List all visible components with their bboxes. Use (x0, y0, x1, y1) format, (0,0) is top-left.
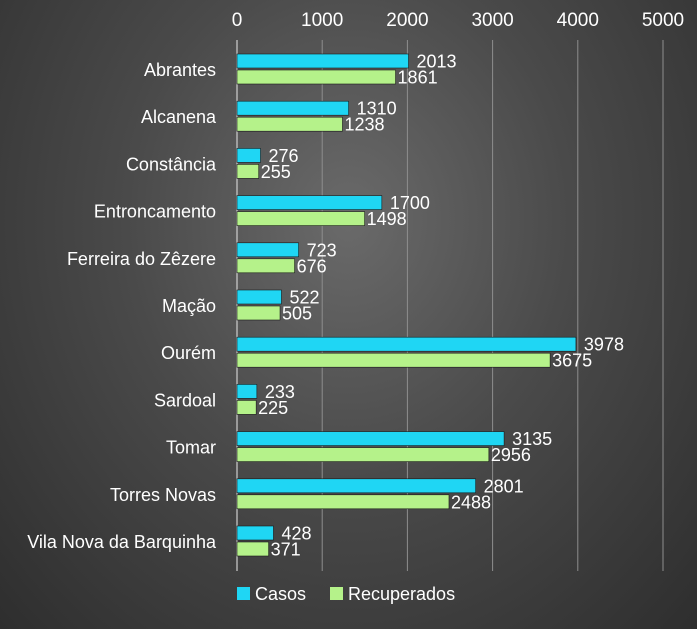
bar-casos (236, 525, 274, 541)
legend-swatch-casos (237, 587, 250, 600)
data-label: 505 (282, 304, 312, 324)
data-label: 428 (281, 524, 311, 544)
x-axis-tick-labels: 0 1000 2000 3000 4000 5000 (232, 10, 684, 31)
category-label: Entroncamento (94, 202, 216, 222)
data-label: 3135 (512, 429, 552, 449)
data-label: 233 (265, 382, 295, 402)
data-label: 371 (271, 540, 301, 560)
bar-casos (236, 431, 505, 446)
bar-recuperados (236, 258, 295, 274)
bar-recuperados (236, 447, 490, 462)
bar-casos (236, 53, 409, 69)
x-tick-label: 2000 (386, 10, 428, 31)
data-label: 1238 (344, 115, 384, 135)
bar-recuperados (236, 400, 257, 415)
data-label: 3978 (584, 335, 624, 355)
category-label: Abrantes (144, 60, 216, 80)
data-label: 2488 (451, 492, 491, 512)
data-label: 676 (297, 256, 327, 276)
category-label: Vila Nova da Barquinha (27, 532, 217, 552)
bars (236, 53, 577, 557)
bar-recuperados (236, 305, 281, 321)
bar-casos (236, 242, 299, 258)
category-label: Ferreira do Zêzere (67, 249, 216, 269)
bar-casos (236, 336, 577, 352)
category-label: Sardoal (154, 390, 216, 410)
bar-casos (236, 195, 383, 210)
data-label: 1310 (357, 99, 397, 119)
bar-casos (236, 100, 349, 116)
x-tick-label: 5000 (642, 10, 684, 31)
bar-recuperados (236, 494, 450, 510)
bar-recuperados (236, 116, 343, 132)
category-label: Alcanena (141, 107, 217, 127)
data-label: 1861 (398, 68, 438, 88)
category-labels: Abrantes Alcanena Constância Entroncamento F… (27, 60, 217, 552)
bar-recuperados (236, 69, 396, 85)
data-label: 2801 (484, 476, 524, 496)
data-label: 2956 (491, 445, 531, 465)
legend-label: Casos (255, 584, 306, 604)
x-tick-label: 4000 (557, 10, 599, 31)
data-label: 255 (261, 162, 291, 182)
data-label: 3675 (552, 351, 592, 371)
category-label: Tomar (166, 438, 216, 458)
category-label: Torres Novas (110, 485, 216, 505)
bar-recuperados (236, 352, 551, 368)
legend: Casos Recuperados (237, 584, 455, 604)
bar-casos (236, 289, 282, 305)
bar-casos (236, 148, 261, 163)
x-tick-label: 3000 (471, 10, 513, 31)
data-label: 723 (307, 240, 337, 260)
data-label: 1498 (367, 209, 407, 229)
bar-recuperados (236, 541, 269, 557)
category-label: Ourém (161, 343, 216, 363)
bar-casos (236, 478, 476, 494)
legend-label: Recuperados (348, 584, 455, 604)
x-tick-label: 1000 (301, 10, 343, 31)
bar-recuperados (236, 211, 365, 226)
legend-swatch-recuperados (330, 587, 343, 600)
data-label: 225 (258, 398, 288, 418)
data-label: 1700 (390, 193, 430, 213)
data-label: 522 (289, 288, 319, 308)
category-label: Constância (126, 154, 217, 174)
x-tick-label: 0 (232, 10, 243, 31)
category-label: Mação (162, 296, 216, 316)
data-label: 2013 (417, 52, 457, 72)
data-label: 276 (269, 146, 299, 166)
bar-casos (236, 384, 258, 399)
bar-recuperados (236, 164, 260, 179)
